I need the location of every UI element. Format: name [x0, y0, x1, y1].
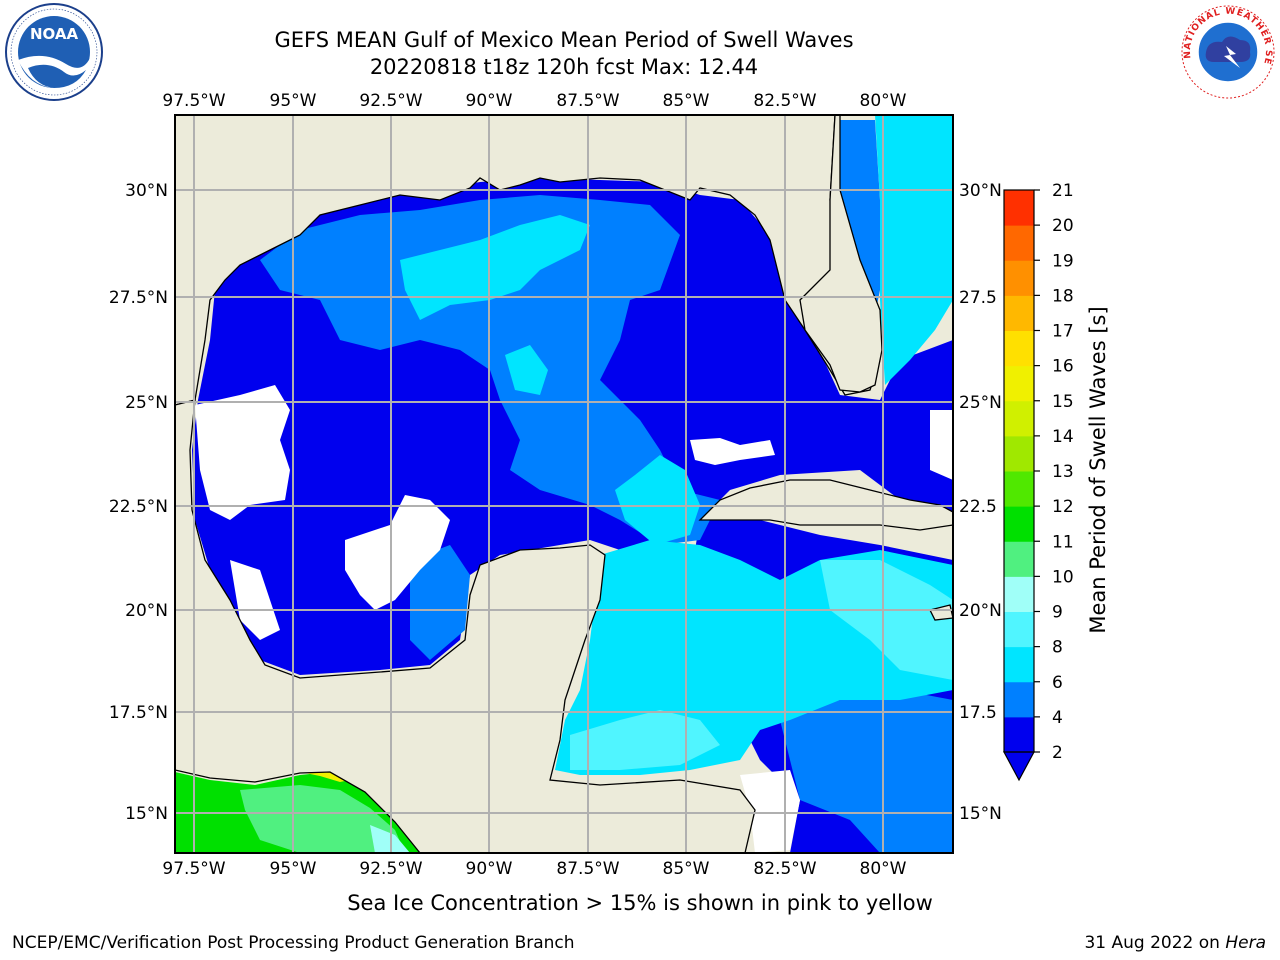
lat-labels-left: 30°N 27.5°N 25°N 22.5°N 20°N 17.5°N 15°N [109, 181, 168, 824]
colorbar-tick-label: 14 [1052, 427, 1074, 447]
lon-label: 80°W [860, 91, 907, 111]
lon-label: 80°W [860, 859, 907, 879]
noaa-logo-text: NOAA [30, 25, 79, 43]
colorbar-tick-label: 10 [1052, 567, 1074, 587]
florida-peninsula-land [799, 115, 883, 393]
swell-patch-cyan-yucatan [615, 455, 700, 545]
colorbar-tick-label: 4 [1052, 708, 1063, 728]
colorbar-swatch [1004, 506, 1034, 542]
colorbar-tick-label: 2 [1052, 743, 1063, 763]
colorbar-swatch [1004, 541, 1034, 577]
graticule [175, 115, 953, 853]
mexico-land [175, 399, 756, 853]
swell-patch-cyan-northern-gulf [400, 215, 590, 320]
lon-label: 92.5°W [359, 91, 422, 111]
colorbar-tick-label: 16 [1052, 357, 1074, 377]
colorbar-swatch [1004, 576, 1034, 612]
colorbar-label: Mean Period of Swell Waves [s] [1086, 306, 1110, 633]
lon-label: 95°W [270, 91, 317, 111]
date-stamp: 31 Aug 2022 on Hera [1084, 933, 1266, 953]
colorbar-tick-label: 8 [1052, 638, 1063, 658]
map-title-line-2: 20220818 t18z 120h fcst Max: 12.44 [369, 55, 759, 79]
colorbar-swatch [1004, 471, 1034, 507]
lon-label: 82.5°W [753, 91, 816, 111]
colorbar-tick-label: 13 [1052, 462, 1074, 482]
colorbar-swatch [1004, 400, 1034, 437]
nws-logo: NATIONAL WEATHER SERVICE [1178, 2, 1276, 100]
lon-label: 90°W [466, 859, 513, 879]
colorbar-tick-label: 20 [1052, 216, 1074, 236]
colorbar-tick-label: 17 [1052, 322, 1074, 342]
colorbar-tick-label: 12 [1052, 497, 1074, 517]
colorbar-tick-label: 21 [1052, 181, 1074, 201]
lat-label: 20°N [125, 601, 168, 621]
lat-labels-right: 30°N 27.5 25°N 22.5 20°N 17.5 15°N [959, 181, 1002, 824]
noaa-logo: NOAA [5, 3, 103, 101]
colorbar-swatch [1004, 365, 1034, 402]
colorbar-swatch [1004, 716, 1034, 753]
lon-labels-top: 97.5°W 95°W 92.5°W 90°W 87.5°W 85°W 82.5… [162, 91, 906, 111]
no-data-patch-west-3 [230, 560, 280, 640]
machine-name: Hera [1225, 933, 1266, 953]
lat-label: 27.5 [959, 288, 997, 308]
lat-label: 15°N [125, 804, 168, 824]
map-frame [174, 114, 954, 854]
lat-label: 25°N [125, 393, 168, 413]
colorbar-swatch [1004, 225, 1034, 261]
lon-label: 85°W [663, 859, 710, 879]
lon-label: 82.5°W [753, 859, 816, 879]
credit-line: NCEP/EMC/Verification Post Processing Pr… [12, 933, 575, 953]
swell-patch-bay-of-campeche [410, 545, 470, 660]
lon-label: 95°W [270, 859, 317, 879]
colorbar-tick-label: 18 [1052, 286, 1074, 306]
colorbar-swatch [1004, 260, 1034, 296]
lat-label: 17.5 [959, 703, 997, 723]
lat-label: 17.5°N [109, 703, 168, 723]
jamaica-land [929, 604, 953, 621]
lon-labels-bottom: 97.5°W 95°W 92.5°W 90°W 87.5°W 85°W 82.5… [162, 859, 906, 879]
colorbar-swatch [1004, 611, 1034, 648]
lon-label: 85°W [663, 91, 710, 111]
lat-label: 27.5°N [109, 288, 168, 308]
lat-label: 22.5°N [109, 497, 168, 517]
colorbar-tick-label: 19 [1052, 251, 1074, 271]
lat-label: 15°N [959, 804, 1002, 824]
lon-label: 90°W [466, 91, 513, 111]
map-title-line-1: GEFS MEAN Gulf of Mexico Mean Period of … [274, 28, 854, 52]
no-data-patch-cuba-north [930, 410, 953, 480]
sea-ice-note: Sea Ice Concentration > 15% is shown in … [347, 891, 933, 915]
pacific-swell-patch-light [240, 785, 405, 853]
lat-label: 25°N [959, 393, 1002, 413]
colorbar: 2 4 6 8 9 10 11 12 13 14 15 16 17 18 19 20 21 [1002, 181, 1074, 782]
swell-patch-lightcyan-honduras [570, 710, 720, 770]
colorbar-swatch [1004, 435, 1034, 472]
lat-label: 30°N [125, 181, 168, 201]
colorbar-swatch [1004, 646, 1034, 683]
lon-label: 92.5°W [359, 859, 422, 879]
lon-label: 97.5°W [162, 859, 225, 879]
colorbar-swatch [1004, 190, 1034, 226]
swell-patch-cyan-atlantic [875, 115, 953, 385]
lon-label: 87.5°W [556, 91, 619, 111]
no-data-patch-yucatan-bank [690, 438, 775, 465]
run-date: 31 Aug 2022 on [1084, 933, 1220, 953]
lat-label: 20°N [959, 601, 1002, 621]
colorbar-tick-label: 9 [1052, 603, 1063, 623]
colorbar-swatch [1004, 681, 1034, 718]
lon-label: 97.5°W [162, 91, 225, 111]
colorbar-swatch [1004, 330, 1034, 367]
no-data-patch-west-1 [195, 385, 290, 520]
no-data-patch-west-2 [345, 495, 450, 610]
lon-label: 87.5°W [556, 859, 619, 879]
colorbar-swatch [1004, 295, 1034, 331]
colorbar-tick-label: 11 [1052, 532, 1074, 552]
swell-patch-lightcyan-caribbean [820, 560, 953, 680]
lat-label: 30°N [959, 181, 1002, 201]
swell-patch-cyan-loop [505, 345, 548, 395]
colorbar-extend-arrow [1002, 751, 1036, 782]
colorbar-tick-label: 6 [1052, 673, 1063, 693]
colorbar-tick-label: 15 [1052, 392, 1074, 412]
lat-label: 22.5 [959, 497, 997, 517]
